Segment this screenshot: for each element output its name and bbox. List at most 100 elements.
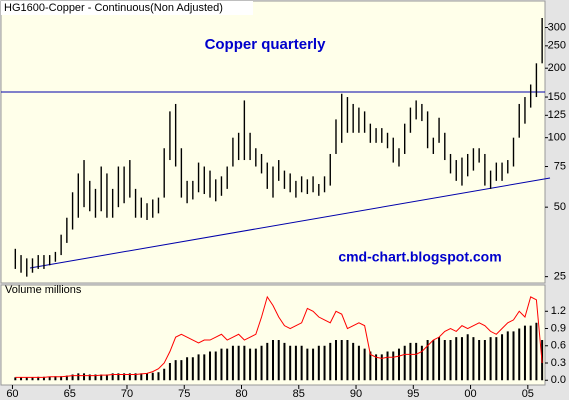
volume-bar (512, 331, 515, 381)
volume-bar (397, 348, 400, 381)
volume-bar (518, 328, 521, 381)
volume-bar (495, 337, 498, 381)
y-tick-label: 25 (554, 271, 566, 283)
volume-bar (157, 372, 160, 381)
volume-bar (111, 373, 114, 381)
volume-bar (272, 340, 274, 381)
y-tick-label: 150 (548, 91, 566, 103)
volume-bar (455, 337, 458, 381)
volume-bar (294, 345, 297, 381)
volume-bar (94, 374, 97, 381)
volume-bar (323, 345, 326, 381)
y-tick-label: 200 (548, 62, 566, 74)
volume-bar (105, 374, 108, 381)
volume-bar (191, 357, 194, 381)
volume-bar (31, 377, 34, 381)
volume-bar (260, 345, 263, 381)
volume-bar (409, 342, 412, 381)
volume-bar (180, 360, 183, 381)
y-tick-label: 125 (548, 109, 566, 121)
volume-bar (460, 337, 463, 381)
volume-bar (123, 373, 126, 381)
chart-title: HG1600-Copper - Continuous(Non Adjusted) (4, 2, 223, 14)
x-tick-label: 60 (6, 388, 18, 400)
volume-bar (243, 345, 246, 381)
volume-bar (438, 337, 441, 381)
volume-title: Volume millions (5, 284, 82, 296)
volume-bar (254, 348, 257, 381)
volume-bar (501, 334, 504, 381)
volume-bar (71, 374, 74, 381)
x-tick-label: 85 (293, 388, 305, 400)
volume-bar (317, 345, 320, 381)
volume-bar (523, 325, 526, 381)
volume-bar (37, 376, 40, 381)
volume-bar (146, 373, 149, 381)
volume-bar (54, 376, 57, 381)
volume-bar (117, 373, 120, 381)
volume-bar (357, 345, 360, 381)
volume-bar (529, 325, 532, 381)
volume-bar (380, 354, 383, 381)
volume-bar (466, 334, 469, 381)
volume-bar (197, 354, 200, 381)
y-tick-label: 300 (548, 21, 566, 33)
volume-bar (506, 331, 509, 381)
volume-bar (420, 345, 423, 381)
volume-bar (231, 345, 234, 381)
volume-bar (283, 342, 286, 381)
volume-bar (363, 348, 366, 381)
volume-bar (312, 348, 315, 381)
volume-bar (478, 340, 481, 381)
volume-bar (340, 340, 343, 381)
volume-bar (375, 354, 378, 381)
volume-bar (443, 340, 446, 381)
volume-bar (426, 340, 429, 381)
volume-bar (489, 337, 492, 381)
volume-bar (48, 376, 51, 381)
volume-bar (483, 340, 486, 381)
volume-bar (214, 351, 217, 381)
volume-line (15, 295, 543, 378)
volume-bar (14, 377, 17, 381)
volume-bar (203, 354, 206, 381)
annotation: cmd-chart.blogspot.com (338, 249, 501, 265)
y-tick-label: 75 (554, 160, 566, 172)
price-panel (0, 0, 546, 284)
volume-bar (163, 368, 166, 381)
x-tick-label: 05 (522, 388, 534, 400)
volume-bar (300, 345, 303, 381)
volume-bar (83, 373, 86, 381)
volume-bar (20, 377, 23, 381)
volume-bar (186, 357, 189, 381)
volume-bar (403, 345, 406, 381)
y-tick-label: 1.2 (551, 305, 566, 317)
x-tick-label: 75 (178, 388, 190, 400)
volume-bar (352, 342, 355, 381)
x-tick-label: 00 (464, 388, 476, 400)
volume-bar (209, 351, 212, 381)
subtitle: Copper quarterly (205, 36, 327, 53)
volume-bar (60, 376, 63, 381)
x-tick-label: 65 (64, 388, 76, 400)
volume-bar (151, 372, 154, 381)
volume-bar (415, 342, 418, 381)
volume-bar (386, 351, 389, 381)
volume-bar (535, 322, 538, 381)
y-tick-label: 250 (548, 40, 566, 52)
y-tick-label: 0.0 (551, 374, 566, 386)
volume-bar (449, 340, 452, 381)
volume-bar (289, 345, 292, 381)
y-tick-label: 0.3 (551, 357, 566, 369)
y-tick-label: 0.6 (551, 340, 566, 352)
volume-bar (220, 348, 223, 381)
volume-bar (266, 342, 269, 381)
volume-bar (392, 351, 395, 381)
volume-bar (65, 375, 68, 381)
volume-bar (472, 337, 475, 381)
volume-bar (306, 348, 309, 381)
volume-bar (226, 348, 229, 381)
y-tick-label: 50 (554, 201, 566, 213)
